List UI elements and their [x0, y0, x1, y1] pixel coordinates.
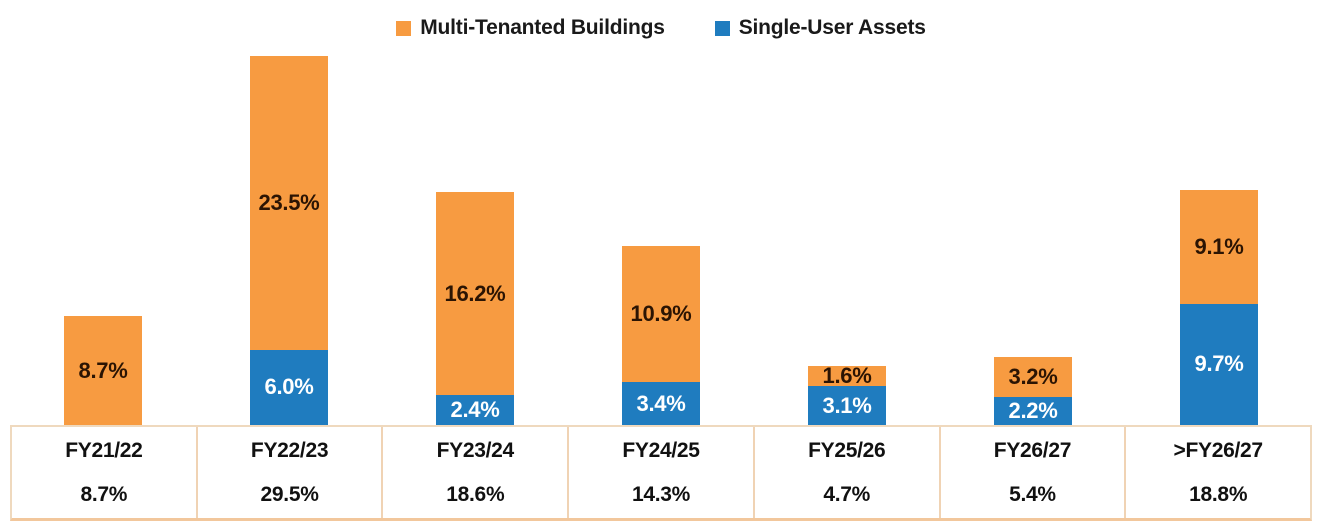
bar-slot: 10.9% 3.4%	[568, 56, 754, 425]
category-total-value: 18.6%	[446, 482, 505, 506]
bar-value-label: 9.7%	[1194, 351, 1244, 377]
bar-slot: 9.1% 9.7%	[1126, 56, 1312, 425]
category-cell[interactable]: FY25/26 4.7%	[755, 427, 941, 518]
bar-segment-single-user[interactable]: 3.1%	[808, 386, 886, 425]
category-label: FY24/25	[622, 438, 700, 462]
bar-slot: 8.7%	[10, 56, 196, 425]
bar-slot: 23.5% 6.0%	[196, 56, 382, 425]
category-label: FY26/27	[993, 438, 1072, 462]
bar-segment-multi-tenanted[interactable]: 10.9%	[622, 246, 700, 383]
category-label: FY23/24	[436, 438, 515, 462]
bar-stack-FY2425[interactable]: 10.9% 3.4%	[622, 246, 700, 425]
bar-value-label: 9.1%	[1194, 233, 1244, 259]
bar-segment-multi-tenanted[interactable]: 16.2%	[436, 192, 514, 395]
category-total-value: 5.4%	[1009, 482, 1056, 506]
plot-area: 8.7% 23.5% 6.0% 16.2% 2.4% 10.9% 3.4% 1.6% 3.1% 3…	[10, 56, 1312, 425]
bar-segment-single-user[interactable]: 2.4%	[436, 394, 514, 425]
category-label: FY21/22	[65, 438, 143, 462]
bar-value-label: 3.1%	[822, 392, 872, 418]
bar-stack-FY2122[interactable]: 8.7%	[64, 316, 142, 425]
category-cell[interactable]: FY24/25 14.3%	[569, 427, 755, 518]
bar-value-label: 23.5%	[258, 189, 320, 215]
bar-value-label: 6.0%	[264, 374, 314, 400]
bar-stack-FY2627[interactable]: 3.2% 2.2%	[994, 357, 1072, 425]
bar-segment-single-user[interactable]: 6.0%	[250, 349, 328, 425]
bar-segment-multi-tenanted[interactable]: 9.1%	[1180, 189, 1258, 304]
category-label: FY22/23	[250, 438, 329, 462]
bar-stack-FY2223[interactable]: 23.5% 6.0%	[250, 56, 328, 425]
bar-slot: 16.2% 2.4%	[382, 56, 568, 425]
category-label: FY25/26	[808, 438, 886, 462]
chart-legend: Multi-Tenanted Buildings Single-User Ass…	[0, 0, 1322, 56]
bar-segment-multi-tenanted[interactable]: 3.2%	[994, 357, 1072, 398]
bar-value-label: 8.7%	[78, 357, 128, 383]
bar-segment-single-user[interactable]: 3.4%	[622, 382, 700, 425]
bar-segment-multi-tenanted[interactable]: 1.6%	[808, 363, 886, 389]
category-total-value: 4.7%	[823, 482, 871, 506]
legend-item-multi-tenanted-buildings[interactable]: Multi-Tenanted Buildings	[396, 16, 665, 40]
bar-value-label: 16.2%	[444, 280, 506, 306]
bar-segment-single-user[interactable]: 2.2%	[994, 397, 1072, 425]
legend-swatch-icon-multi-tenanted	[396, 20, 412, 36]
category-cell[interactable]: FY26/27 5.4%	[941, 427, 1127, 518]
category-cell[interactable]: FY22/23 29.5%	[198, 427, 384, 518]
category-total-value: 14.3%	[631, 482, 691, 506]
bar-value-label: 2.4%	[450, 396, 500, 422]
category-total-value: 18.8%	[1189, 482, 1248, 506]
bar-slot: 3.2% 2.2%	[940, 56, 1126, 425]
category-cell[interactable]: >FY26/27 18.8%	[1126, 427, 1310, 518]
bar-value-label: 10.9%	[630, 301, 692, 327]
bar-slot: 1.6% 3.1%	[754, 56, 940, 425]
bar-value-label: 3.2%	[1008, 364, 1058, 390]
legend-label-single-user: Single-User Assets	[738, 16, 926, 39]
category-cell[interactable]: FY23/24 18.6%	[383, 427, 570, 518]
legend-item-single-user-assets[interactable]: Single-User Assets	[714, 16, 926, 40]
bar-segment-multi-tenanted[interactable]: 23.5%	[250, 56, 328, 350]
category-cell[interactable]: FY21/22 8.7%	[12, 427, 198, 518]
category-total-value: 8.7%	[80, 482, 128, 506]
bar-value-label: 1.6%	[822, 363, 872, 389]
legend-label-multi-tenanted: Multi-Tenanted Buildings	[420, 16, 665, 39]
bar-value-label: 3.4%	[636, 390, 686, 416]
legend-swatch-icon-single-user	[714, 20, 730, 36]
bar-segment-single-user[interactable]: 9.7%	[1180, 303, 1258, 425]
category-total-value: 29.5%	[260, 482, 319, 506]
bar-value-label: 2.2%	[1008, 398, 1058, 424]
bar-stack-FY2627[interactable]: 9.1% 9.7%	[1180, 189, 1258, 425]
category-table: FY21/22 8.7% FY22/23 29.5% FY23/24 18.6% FY24/…	[10, 425, 1312, 521]
bar-stack-FY2526[interactable]: 1.6% 3.1%	[808, 363, 886, 425]
bar-stack-FY2324[interactable]: 16.2% 2.4%	[436, 192, 514, 425]
bar-segment-multi-tenanted[interactable]: 8.7%	[64, 316, 142, 425]
category-label: >FY26/27	[1173, 438, 1264, 462]
